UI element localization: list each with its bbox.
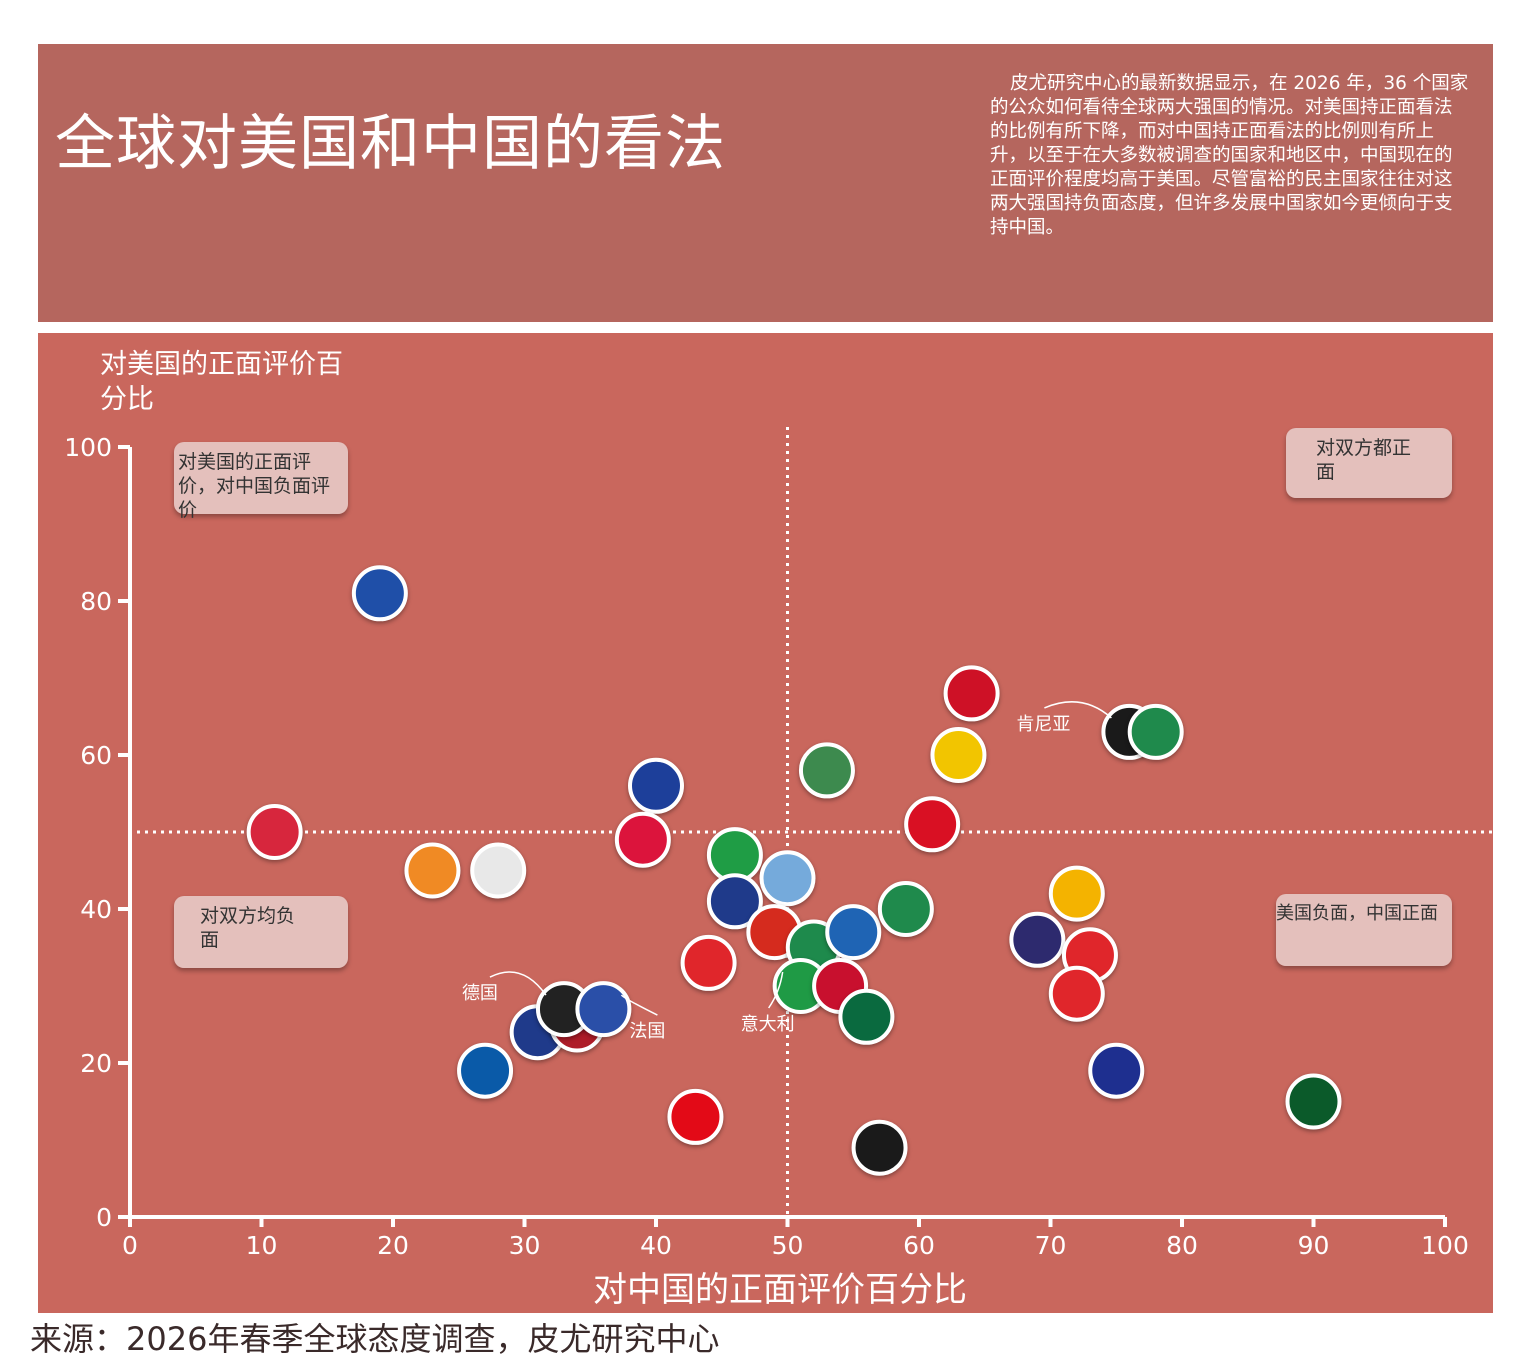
point-label: 意大利 [740, 1014, 795, 1035]
source-note: 来源：2026年春季全球态度调查，皮尤研究中心 [30, 1320, 720, 1358]
quadrant-label: 对双方均负面 [174, 896, 348, 968]
flag-marker [680, 934, 737, 991]
flag-marker [1048, 865, 1105, 922]
flag-marker [838, 988, 895, 1045]
y-tick-label: 80 [80, 587, 112, 616]
flag-marker [1048, 965, 1105, 1022]
flag-marker [759, 850, 816, 907]
flag-marker [1127, 703, 1184, 760]
y-tick-label: 100 [64, 433, 112, 462]
x-tick-label: 0 [122, 1231, 138, 1260]
y-tick-label: 20 [80, 1049, 112, 1078]
flag-marker [1009, 911, 1066, 968]
header-band [38, 44, 1493, 322]
x-tick-label: 30 [509, 1231, 541, 1260]
flag-marker [351, 565, 408, 622]
flag-marker [825, 904, 882, 961]
flag-marker [930, 727, 987, 783]
x-tick-label: 10 [246, 1231, 278, 1260]
callout-line [1044, 701, 1112, 719]
flag-marker [457, 1042, 514, 1099]
x-tick-label: 40 [640, 1231, 672, 1260]
y-axis-title: 对美国的正面评价百分比 [100, 349, 343, 415]
flag-marker [667, 1088, 724, 1145]
y-tick-label: 60 [80, 741, 112, 770]
flag-marker [706, 873, 763, 930]
x-tick-label: 50 [772, 1231, 804, 1260]
chart-title: 全球对美国和中国的看法 [55, 109, 726, 179]
point-label: 德国 [461, 983, 498, 1005]
subtitle: 皮尤研究中心的最新数据显示，在 2026 年，36 个国家的公众如何看待全球两大… [990, 73, 1469, 238]
flag-marker [246, 804, 303, 860]
flag-marker [628, 757, 684, 814]
x-tick-label: 100 [1421, 1231, 1469, 1260]
x-tick-label: 70 [1035, 1231, 1067, 1260]
flag-marker [614, 811, 671, 868]
x-tick-label: 80 [1166, 1231, 1198, 1260]
flag-marker [877, 881, 934, 937]
flag-marker [943, 665, 1000, 722]
y-tick-label: 40 [80, 895, 112, 924]
flag-marker [1285, 1073, 1342, 1130]
quadrant-label: 对双方都正面 [1286, 428, 1452, 498]
x-tick-label: 20 [377, 1231, 409, 1260]
flag-marker [575, 981, 632, 1038]
flag-marker [470, 842, 527, 899]
quadrant-label: 对美国的正面评价，对中国负面评价 [174, 442, 348, 521]
flag-marker [851, 1119, 908, 1176]
quadrant-label: 美国负面，中国正面 [1276, 894, 1452, 966]
x-tick-label: 90 [1298, 1231, 1330, 1260]
point-label: 肯尼亚 [1016, 713, 1071, 735]
callout-line [489, 971, 547, 996]
flag-marker [404, 842, 461, 899]
flag-marker [1088, 1042, 1145, 1099]
callout-line [768, 971, 784, 1009]
x-axis-title: 对中国的正面评价百分比 [593, 1270, 967, 1310]
callout-line [620, 994, 658, 1016]
flag-marker [904, 796, 961, 853]
y-tick-label: 0 [96, 1203, 112, 1232]
x-tick-label: 60 [903, 1231, 935, 1260]
point-label: 法国 [629, 1021, 666, 1043]
flag-marker [798, 742, 855, 799]
